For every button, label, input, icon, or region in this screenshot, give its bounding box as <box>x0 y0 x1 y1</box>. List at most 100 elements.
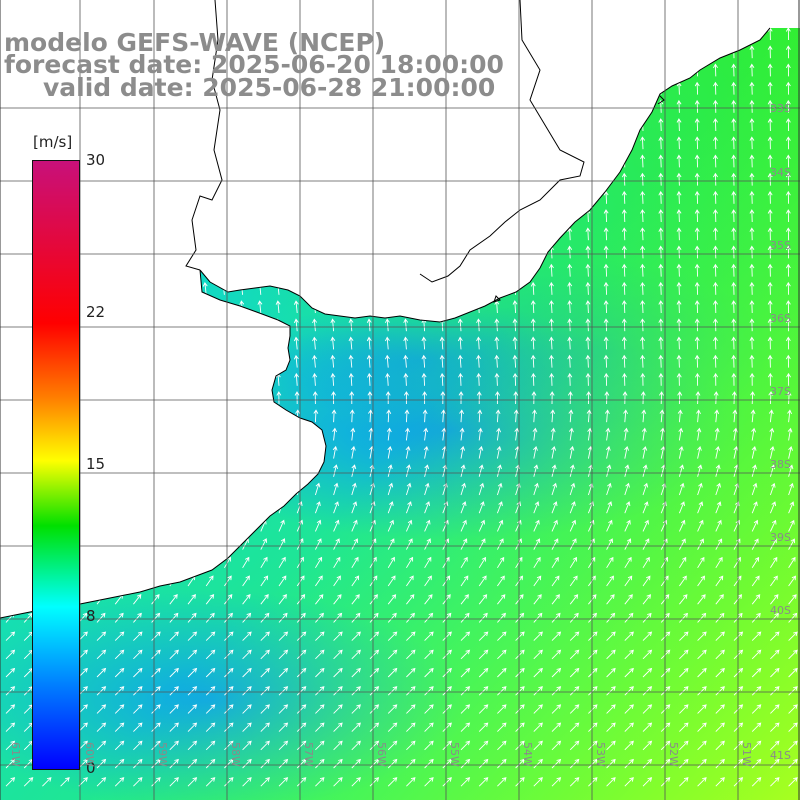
wind-arrow <box>478 758 489 769</box>
wind-arrow <box>788 556 796 569</box>
wind-arrow <box>369 649 380 660</box>
wind-arrow <box>169 777 179 787</box>
wind-arrow <box>679 556 687 569</box>
wind-arrow <box>296 631 307 641</box>
wind-arrow <box>205 649 216 660</box>
wind-arrow <box>713 136 718 150</box>
wind-arrow <box>460 758 471 769</box>
wind-arrow <box>567 391 573 405</box>
wind-arrow <box>731 391 737 405</box>
wind-arrow <box>676 209 682 223</box>
wind-arrow <box>785 245 791 259</box>
wind-arrow <box>333 704 343 714</box>
wind-arrow <box>533 445 538 459</box>
wind-arrow <box>767 354 773 368</box>
wind-arrow <box>459 409 465 423</box>
wind-arrow <box>296 612 306 623</box>
wind-arrow <box>694 227 700 241</box>
wind-arrow <box>312 354 318 368</box>
wind-arrow <box>151 649 161 660</box>
wind-arrow <box>715 446 721 459</box>
wind-arrow <box>205 722 216 732</box>
wind-arrow <box>294 391 300 405</box>
wind-arrow <box>585 354 591 368</box>
wind-arrow <box>260 758 270 769</box>
wind-arrow <box>679 649 689 660</box>
wind-arrow <box>497 777 507 787</box>
wind-arrow <box>642 704 653 714</box>
wind-arrow <box>478 612 488 623</box>
wind-arrow <box>296 649 307 660</box>
wind-arrow <box>549 336 554 350</box>
lat-label-37s: 37S <box>770 385 791 398</box>
wind-arrow <box>642 575 651 587</box>
wind-arrow <box>549 391 555 405</box>
wind-arrow <box>494 372 500 386</box>
wind-arrow <box>169 667 179 678</box>
wind-arrow <box>349 409 355 423</box>
wind-arrow <box>551 777 562 787</box>
wind-arrow <box>169 594 178 605</box>
wind-arrow <box>588 686 598 696</box>
wind-arrow <box>715 464 721 477</box>
wind-arrow <box>642 446 648 459</box>
wind-arrow <box>387 538 395 550</box>
wind-arrow <box>640 209 646 223</box>
wind-arrow <box>512 354 518 368</box>
wind-arrow <box>224 722 234 732</box>
wind-arrow <box>751 612 761 623</box>
wind-arrow <box>512 372 518 386</box>
wind-arrow <box>387 445 393 459</box>
wind-arrow <box>260 704 270 714</box>
wind-arrow <box>659 391 664 405</box>
wind-arrow <box>533 777 543 787</box>
wind-arrow <box>694 245 700 259</box>
wind-arrow <box>296 686 307 696</box>
wind-arrow <box>640 354 646 368</box>
wind-arrow <box>315 667 325 678</box>
wind-arrow <box>749 81 755 95</box>
wind-arrow <box>369 722 380 732</box>
wind-arrow <box>478 704 489 714</box>
wind-arrow <box>242 722 252 732</box>
wind-arrow <box>660 446 666 459</box>
wind-arrow <box>606 464 612 477</box>
wind-arrow <box>569 538 577 550</box>
wind-arrow <box>315 556 323 569</box>
wind-arrow <box>406 686 416 696</box>
wind-arrow <box>676 372 682 386</box>
wind-arrow <box>368 409 373 423</box>
wind-arrow <box>530 354 536 368</box>
wind-arrow <box>478 519 486 532</box>
wind-arrow <box>151 612 161 623</box>
wind-arrow <box>314 519 322 532</box>
wind-arrow <box>405 519 413 532</box>
wind-arrow <box>478 464 484 477</box>
wind-arrow <box>477 427 483 441</box>
wind-arrow <box>440 391 446 405</box>
wind-arrow <box>533 722 543 732</box>
wind-arrow <box>202 282 208 295</box>
wind-arrow <box>788 575 797 587</box>
wind-arrow <box>769 501 777 514</box>
wind-arrow <box>770 538 777 550</box>
wind-arrow <box>460 575 469 587</box>
wind-arrow <box>785 136 791 150</box>
wind-arrow <box>658 118 664 132</box>
wind-arrow <box>551 538 559 550</box>
wind-arrow <box>351 594 360 605</box>
wind-arrow <box>660 667 671 678</box>
wind-arrow <box>697 612 707 623</box>
wind-arrow <box>151 631 161 641</box>
wind-arrow <box>351 464 357 477</box>
wind-arrow <box>785 209 791 223</box>
wind-arrow <box>588 722 598 732</box>
wind-arrow <box>369 740 380 751</box>
wind-arrow <box>496 445 502 459</box>
lon-label-55w: 55W <box>448 742 461 767</box>
wind-arrow <box>114 686 125 696</box>
wind-arrow <box>403 336 409 350</box>
wind-arrow <box>42 777 52 787</box>
wind-arrow <box>697 556 705 569</box>
wind-arrow <box>151 594 160 605</box>
